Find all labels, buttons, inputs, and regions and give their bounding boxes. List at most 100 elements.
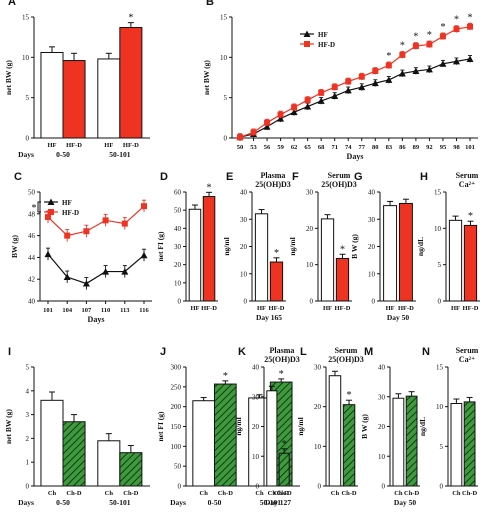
panel-j-group-label: 50-101 (260, 498, 281, 507)
panel-b-xtick-label: 56 (264, 144, 271, 151)
panel-m-panel-letter: M (364, 346, 373, 358)
panel-c-point (44, 250, 52, 258)
panel-k-ytick-label: 30 (252, 393, 260, 401)
panel-i-bar (97, 440, 121, 487)
panel-b-significance-star: * (400, 41, 405, 52)
panel-e-significance-star: * (274, 248, 279, 259)
panel-f-panel-letter: F (292, 171, 299, 183)
panel-l-ylabel: ng/ml (296, 417, 305, 435)
panel-k-panel-letter: K (238, 346, 246, 358)
panel-c-xtick-label: 116 (139, 307, 149, 314)
panel-f-ytick-label: 20 (306, 225, 314, 233)
panel-f-xtick-label: HF-D (335, 305, 351, 312)
panel-b-xtick-label: 71 (331, 144, 338, 151)
panel-b-point (453, 26, 460, 33)
panel-n-ytick-label: 10 (436, 403, 444, 411)
panel-j-ytick-label: 0 (178, 483, 182, 491)
panel-a-ytick-label: 15 (22, 14, 30, 22)
panel-k-bar (266, 390, 278, 487)
panel-b-legend-label: HF (318, 31, 328, 39)
panel-e-bar (269, 261, 284, 302)
panel-k-xtick-label: Ch-D (277, 490, 292, 497)
panel-j-bar (214, 383, 237, 487)
panel-g-ytick-label: 0 (372, 298, 376, 306)
panel-g-ytick-label: 20 (368, 243, 376, 251)
panel-i-ytick-label: 4 (26, 387, 30, 395)
panel-b-point (250, 129, 257, 136)
panel-h-significance-star: * (468, 211, 473, 222)
panel-b-xtick-label: 53 (250, 144, 257, 151)
panel-a-significance-star: * (128, 13, 133, 24)
panel-h-bar (448, 219, 463, 302)
panel-j-xtick-label: Ch-D (274, 490, 289, 497)
panel-k-xtick-label: Ch (268, 490, 277, 497)
panel-f-bar (335, 257, 350, 302)
panel-i-bar (40, 399, 64, 487)
panel-b-point (398, 69, 406, 77)
panel-h-ytick-label: 5 (438, 261, 442, 269)
panel-m-ytick-label: 40 (378, 364, 386, 372)
panel-n-bar (463, 401, 476, 487)
panel-j-days-label: Days (170, 498, 186, 507)
panel-b-xtick-label: 77 (359, 144, 366, 151)
panel-c-legend-marker (48, 209, 54, 215)
panel-c-xtick-label: 113 (120, 307, 130, 314)
panel-m-ytick-label: 20 (378, 423, 386, 431)
panel-b-significance-star: * (427, 30, 432, 41)
panel-l-ytick-label: 10 (314, 443, 322, 451)
panel-m-ytick-label: 0 (382, 483, 386, 491)
panel-h-ytick-label: 0 (438, 298, 442, 306)
panel-b-point (412, 67, 420, 75)
panel-f-ytick-label: 0 (310, 298, 314, 306)
panel-c-point (45, 214, 51, 221)
panel-i-bar (119, 452, 143, 487)
panel-a-bar (62, 60, 86, 139)
panel-b-xtick-label: 89 (413, 144, 420, 151)
panel-i-group-label: 50-101 (109, 498, 130, 507)
panel-n-subtitle: Ca²⁺ (459, 355, 475, 364)
panel-d-significance-star: * (207, 182, 212, 193)
panel-c-ytick-label: 50 (28, 189, 36, 197)
panel-a-panel-letter: A (8, 0, 16, 8)
panel-e-bar (254, 213, 269, 302)
panel-g-bar (398, 202, 413, 302)
panel-b-significance-star: * (454, 15, 459, 26)
panel-c-ytick-label: 40 (28, 298, 36, 306)
panel-m-ylabel: B W (g) (360, 414, 369, 439)
panel-a-bar (40, 51, 64, 139)
panel-g-panel-letter: G (354, 171, 363, 183)
panel-i-ylabel: net BW (g) (4, 409, 13, 444)
panel-b-point (439, 33, 446, 40)
panel-c-ytick-label: 46 (28, 232, 36, 240)
panel-c-legend-star: * (32, 203, 37, 214)
panel-g-footer: Day 50 (387, 313, 410, 322)
panel-c-point (82, 280, 90, 287)
panel-b-point (263, 123, 271, 130)
panel-b-series-line (239, 26, 471, 138)
panel-b-point (399, 51, 406, 58)
panel-c-point (63, 273, 71, 281)
panel-f-subtitle: 25(OH)D3 (321, 180, 357, 189)
panel-c-point (121, 268, 129, 275)
panel-b-significance-star: * (386, 51, 391, 62)
panel-b-point (425, 65, 433, 73)
panel-f-ytick-label: 10 (306, 261, 314, 269)
panel-l-significance-star: * (347, 390, 352, 401)
panel-i-ytick-label: 1 (26, 459, 30, 467)
panel-g-ytick-label: 40 (368, 189, 376, 197)
panel-m-xtick-label: Ch-D (404, 490, 419, 497)
panel-b-legend-marker (303, 30, 311, 37)
panel-h-xtick-label: HF (451, 305, 460, 312)
panel-d-ylabel: net FI (g) (156, 231, 165, 261)
panel-c-xtick-label: 110 (101, 307, 110, 314)
panel-k-ylabel: ng/ml (234, 417, 243, 435)
panel-b-xtick-label: 83 (386, 144, 393, 151)
panel-e-xtick-label: HF (257, 305, 266, 312)
panel-b-series-line (239, 58, 471, 138)
panel-d-bar (188, 208, 202, 302)
panel-g-bar (383, 205, 398, 302)
panel-h-ylabel: ng/dL (416, 237, 425, 256)
panel-b-ytick-label: 15 (220, 14, 228, 22)
panel-c-point (83, 228, 90, 235)
